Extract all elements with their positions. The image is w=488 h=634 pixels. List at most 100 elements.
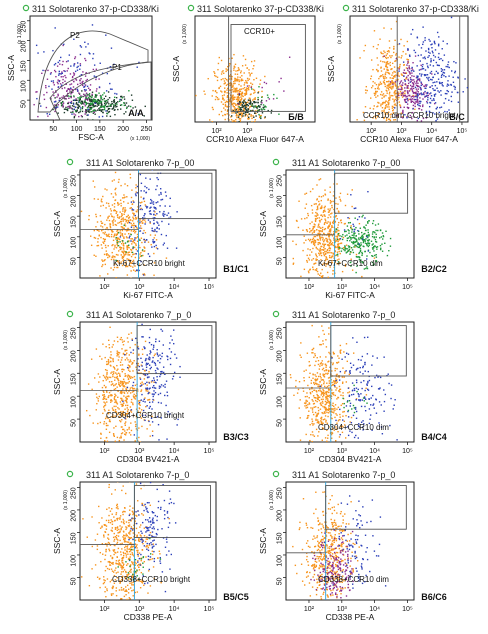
event-dot — [322, 392, 324, 395]
event-dot — [417, 82, 419, 85]
event-dot — [76, 62, 79, 64]
event-dot — [399, 63, 401, 66]
event-dot — [232, 110, 235, 112]
event-dot — [125, 265, 127, 268]
event-dot — [167, 410, 169, 413]
event-dot — [76, 110, 78, 112]
event-dot — [322, 343, 324, 345]
event-dot — [328, 209, 331, 212]
event-dot — [136, 211, 138, 213]
event-dot — [95, 255, 97, 257]
event-dot — [145, 405, 147, 408]
event-dot — [89, 102, 92, 104]
event-dot — [347, 237, 350, 239]
event-dot — [50, 97, 52, 100]
panel-label: B1/C1 — [223, 264, 249, 274]
event-dot — [311, 212, 314, 214]
event-dot — [328, 256, 331, 259]
event-dot — [329, 241, 331, 244]
event-dot — [395, 20, 398, 23]
event-dot — [328, 333, 330, 335]
event-dot — [73, 65, 75, 67]
event-dot — [100, 102, 102, 104]
event-dot — [406, 98, 408, 100]
event-dot — [361, 216, 363, 218]
event-dot — [115, 443, 116, 444]
event-dot — [306, 230, 309, 233]
event-dot — [429, 78, 432, 81]
event-dot — [108, 391, 111, 394]
y-tick-label: 150 — [277, 216, 284, 228]
event-dot — [233, 87, 235, 89]
event-dot — [226, 110, 229, 113]
event-dot — [127, 367, 130, 369]
event-dot — [127, 374, 130, 376]
event-dot — [389, 64, 391, 67]
event-dot — [258, 113, 260, 116]
event-dot — [124, 210, 126, 212]
event-dot — [303, 379, 305, 382]
event-dot — [122, 400, 124, 403]
event-dot — [160, 199, 162, 201]
event-dot — [99, 275, 101, 277]
event-dot — [402, 111, 404, 114]
event-dot — [156, 379, 159, 381]
event-dot — [224, 104, 227, 106]
event-dot — [116, 240, 119, 242]
event-dot — [340, 221, 343, 224]
event-dot — [129, 308, 130, 309]
event-dot — [211, 95, 213, 97]
event-dot — [355, 244, 357, 247]
event-dot — [257, 109, 259, 112]
event-dot — [72, 103, 75, 105]
event-dot — [102, 379, 104, 382]
event-dot — [391, 129, 392, 130]
event-dot — [302, 229, 304, 231]
event-dot — [236, 80, 238, 82]
event-dot — [111, 400, 113, 402]
event-dot — [97, 104, 100, 106]
event-dot — [419, 105, 422, 107]
event-dot — [69, 90, 71, 92]
event-dot — [244, 101, 246, 103]
event-dot — [365, 92, 367, 94]
event-dot — [89, 100, 91, 102]
event-dot — [111, 100, 113, 103]
event-dot — [154, 234, 156, 236]
event-dot — [240, 99, 242, 101]
event-dot — [156, 349, 158, 351]
event-dot — [107, 360, 110, 362]
event-dot — [109, 376, 112, 379]
event-dot — [120, 205, 122, 207]
event-dot — [102, 374, 105, 377]
event-dot — [345, 252, 348, 254]
event-dot — [455, 62, 457, 64]
event-dot — [146, 381, 148, 384]
event-dot — [84, 57, 86, 60]
event-dot — [172, 342, 175, 345]
event-dot — [322, 412, 324, 415]
event-dot — [106, 391, 108, 393]
event-dot — [84, 95, 86, 97]
event-dot — [307, 238, 310, 241]
event-dot — [128, 221, 131, 224]
event-dot — [414, 95, 416, 97]
event-dot — [355, 398, 358, 400]
event-dot — [328, 236, 330, 238]
event-dot — [435, 108, 438, 110]
event-dot — [59, 83, 62, 85]
event-dot — [377, 112, 380, 115]
event-dot — [328, 249, 331, 252]
event-dot — [416, 75, 418, 77]
event-dot — [105, 416, 108, 418]
event-dot — [124, 415, 127, 417]
event-dot — [132, 239, 135, 241]
event-dot — [325, 346, 328, 348]
event-dot — [332, 252, 334, 254]
event-dot — [160, 193, 162, 195]
event-dot — [115, 377, 118, 379]
event-dot — [390, 68, 392, 71]
event-dot — [112, 360, 114, 363]
event-dot — [407, 58, 410, 61]
